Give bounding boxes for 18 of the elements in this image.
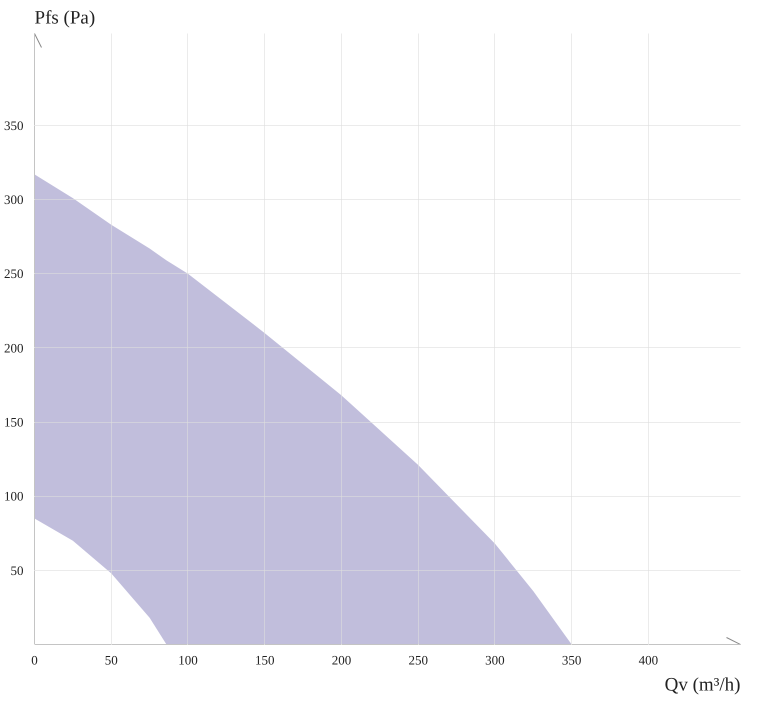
x-tick-label: 300 (485, 652, 505, 668)
x-tick-label: 50 (104, 652, 118, 668)
y-axis-title: Pfs (Pa) (34, 8, 96, 28)
y-tick-label: 200 (4, 340, 24, 356)
x-tick-label: 400 (638, 652, 658, 668)
y-tick-label: 50 (10, 562, 24, 578)
x-tick-label: 200 (332, 652, 352, 668)
x-tick-label: 250 (408, 652, 428, 668)
y-tick-label: 300 (4, 192, 24, 208)
y-tick-label: 150 (4, 414, 24, 430)
y-tick-label: 100 (4, 488, 24, 504)
x-tick-label: 150 (254, 652, 274, 668)
y-tick-label: 350 (4, 118, 24, 133)
x-tick-label: 350 (562, 652, 582, 668)
x-tick-label: 0 (31, 652, 38, 668)
y-tick-label: 250 (4, 266, 24, 282)
x-tick-label: 100 (178, 652, 198, 668)
x-axis-title: Qv (m³/h) (664, 674, 741, 696)
